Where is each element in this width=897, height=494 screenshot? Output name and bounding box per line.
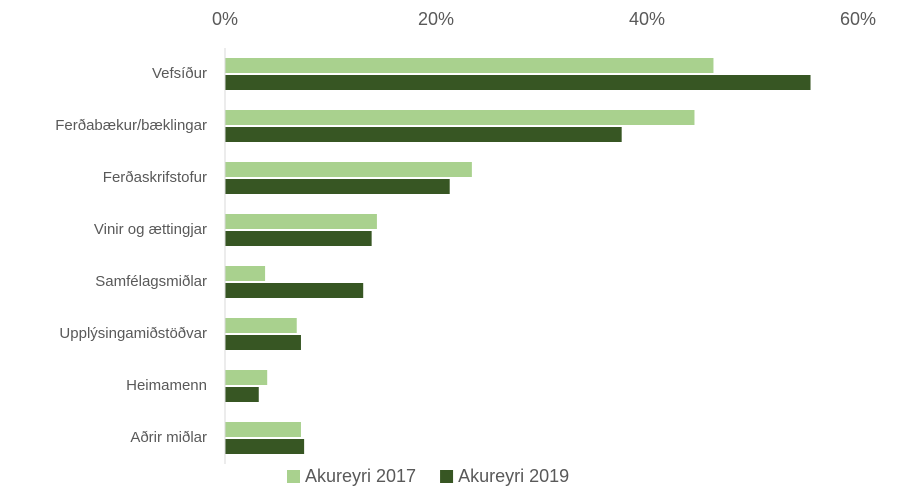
legend-label: Akureyri 2017 (305, 466, 416, 486)
bar (225, 318, 297, 333)
bar (225, 335, 301, 350)
bar (225, 162, 472, 177)
y-tick-label: Samfélagsmiðlar (95, 273, 207, 290)
x-tick-label: 40% (629, 9, 665, 29)
y-tick-label: Ferðaskrifstofur (103, 169, 207, 186)
bar (225, 266, 266, 281)
bar (225, 439, 305, 454)
y-tick-label: Heimamenn (126, 377, 207, 394)
y-tick-label: Ferðabækur/bæklingar (55, 117, 207, 134)
x-tick-label: 60% (840, 9, 876, 29)
bar (225, 387, 259, 402)
y-tick-label: Aðrir miðlar (130, 429, 207, 446)
bar (225, 422, 301, 437)
bar (225, 231, 372, 246)
y-tick-label: Vinir og ættingjar (94, 221, 207, 238)
y-tick-label: Upplýsingamiðstöðvar (59, 325, 207, 342)
bar (225, 127, 622, 142)
bar (225, 179, 450, 194)
legend-swatch (287, 470, 300, 483)
bar (225, 214, 377, 229)
bar (225, 283, 364, 298)
bar (225, 370, 268, 385)
legend-label: Akureyri 2019 (458, 466, 569, 486)
bar (225, 110, 695, 125)
bar (225, 75, 811, 90)
x-tick-label: 20% (418, 9, 454, 29)
legend-swatch (440, 470, 454, 483)
x-tick-label: 0% (212, 9, 238, 29)
y-tick-label: Vefsíður (152, 65, 207, 82)
bar (225, 58, 714, 73)
